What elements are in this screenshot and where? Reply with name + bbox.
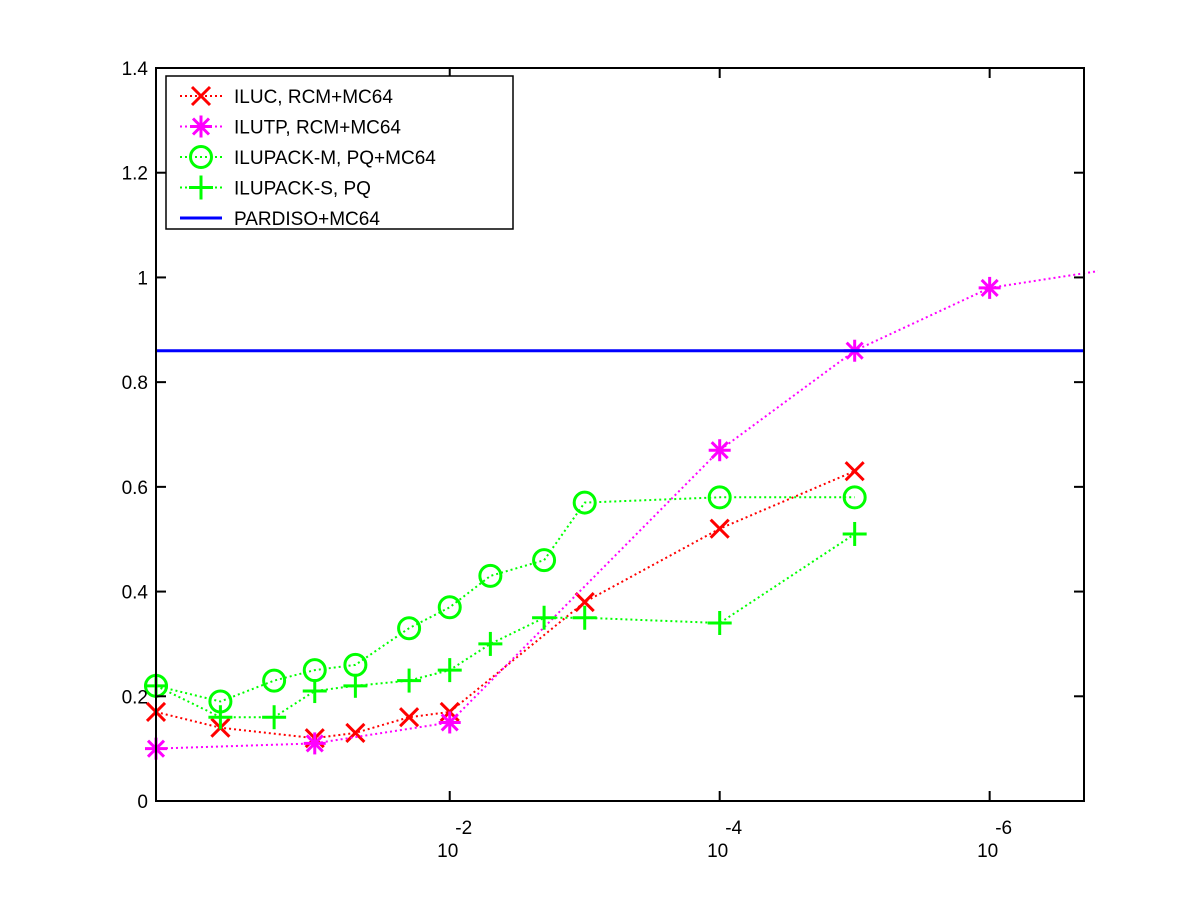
x-tick-label-base-0: 10 bbox=[437, 841, 458, 862]
y-tick-label-4: 0.8 bbox=[122, 373, 148, 394]
series-0-point-3-stroke-b bbox=[345, 722, 366, 743]
axes-frame bbox=[155, 67, 1085, 802]
legend-entry-4-label: PARDISO+MC64 bbox=[234, 209, 380, 230]
series-3-point-3 bbox=[302, 679, 327, 704]
series-2-point-2-ring bbox=[262, 668, 287, 693]
legend-entry-3-marker bbox=[189, 175, 213, 200]
series-1-point-1-stroke-b bbox=[305, 734, 324, 753]
series-2-point-10-ring bbox=[707, 485, 732, 510]
series-2-point-8 bbox=[532, 548, 557, 573]
legend-entry-3: ILUPACK-S, PQ bbox=[180, 175, 371, 200]
legend-entry-1: ILUTP, RCM+MC64 bbox=[180, 115, 401, 139]
y-tick-label-0: 0 bbox=[137, 792, 148, 813]
y-tick-label-5: 1 bbox=[137, 268, 148, 289]
series-0-point-6 bbox=[574, 591, 595, 613]
legend-entry-0: ILUC, RCM+MC64 bbox=[180, 85, 393, 108]
series-2-point-10 bbox=[707, 485, 732, 510]
x-tick-label-exponent-1: -4 bbox=[725, 818, 742, 839]
legend-entry-1-marker bbox=[190, 115, 212, 138]
legend-entry-2: ILUPACK-M, PQ+MC64 bbox=[180, 145, 436, 169]
axes-layer: 00.20.40.60.811.21.410-210-410-6 bbox=[122, 59, 1085, 862]
series-3 bbox=[144, 521, 867, 730]
y-tick-label-6: 1.2 bbox=[122, 164, 148, 185]
legend-entry-0-label: ILUC, RCM+MC64 bbox=[234, 87, 393, 108]
series-3-point-5 bbox=[397, 668, 422, 693]
series-2-point-2 bbox=[262, 668, 287, 693]
series-3-point-1 bbox=[208, 705, 233, 730]
y-tick-label-2: 0.4 bbox=[122, 583, 149, 604]
series-3-point-8 bbox=[532, 605, 557, 630]
legend-entry-2-marker-ring bbox=[189, 145, 213, 169]
series-1-point-5-stroke-b bbox=[980, 278, 999, 297]
series-2-point-11-ring bbox=[842, 485, 867, 510]
legend-entry-0-marker-stroke-b bbox=[190, 85, 212, 107]
series-2-point-6-ring bbox=[437, 595, 462, 620]
series-0-point-7 bbox=[709, 518, 730, 539]
series-3-point-4 bbox=[343, 673, 368, 698]
series-1-point-3-stroke-b bbox=[710, 441, 729, 460]
series-3-point-10 bbox=[707, 610, 732, 635]
series-1-point-1 bbox=[303, 732, 326, 755]
x-tick-label-exponent-2: -6 bbox=[995, 818, 1012, 839]
series-2-point-5-ring bbox=[397, 616, 422, 641]
series-2-point-9-ring bbox=[572, 490, 597, 515]
y-tick-label-7: 1.4 bbox=[122, 59, 149, 80]
legend-entry-0-marker bbox=[190, 85, 212, 107]
series-2-point-8-ring bbox=[532, 548, 557, 573]
series-0-point-8 bbox=[844, 461, 865, 482]
series-1-point-2 bbox=[438, 711, 461, 734]
series-3-point-6 bbox=[437, 658, 462, 683]
x-tick-label-base-1: 10 bbox=[707, 841, 728, 862]
y-tick-label-3: 0.6 bbox=[122, 478, 148, 499]
series-0-point-3 bbox=[345, 722, 366, 743]
series-0-point-6-stroke-b bbox=[574, 591, 595, 613]
series-1-point-5 bbox=[978, 276, 1001, 299]
series-0-point-7-stroke-b bbox=[709, 518, 730, 539]
series-2-point-7-ring bbox=[478, 563, 503, 588]
series-2-point-9 bbox=[572, 490, 597, 515]
series-0-point-4-stroke-b bbox=[399, 707, 420, 728]
series-0-point-4 bbox=[399, 707, 420, 728]
series-3-point-11 bbox=[842, 521, 867, 546]
series-2-point-11 bbox=[842, 485, 867, 510]
series-2-point-7 bbox=[478, 563, 503, 588]
y-tick-label-1: 0.2 bbox=[122, 687, 148, 708]
series-0-line bbox=[155, 470, 856, 740]
x-tick-label-exponent-0: -2 bbox=[455, 818, 472, 839]
legend-entry-2-marker bbox=[189, 145, 213, 169]
series-1-point-3 bbox=[708, 439, 731, 462]
legend-entry-1-label: ILUTP, RCM+MC64 bbox=[234, 118, 401, 139]
series-1-point-2-stroke-b bbox=[440, 713, 459, 732]
series-3-point-7 bbox=[478, 631, 503, 656]
legend: ILUC, RCM+MC64 ILUTP, RCM+MC64 ILUPACK-M, … bbox=[165, 75, 514, 230]
series-0-point-8-stroke-b bbox=[844, 461, 865, 482]
legend-entry-1-marker-stroke-b bbox=[191, 117, 211, 136]
x-tick-label-base-2: 10 bbox=[977, 841, 998, 862]
series-2-point-5 bbox=[397, 616, 422, 641]
legend-box bbox=[165, 75, 514, 230]
legend-entry-3-label: ILUPACK-S, PQ bbox=[234, 179, 371, 200]
legend-entry-2-label: ILUPACK-M, PQ+MC64 bbox=[234, 148, 436, 169]
series-3-point-2 bbox=[262, 705, 287, 730]
series-2-point-6 bbox=[437, 595, 462, 620]
series-3-point-9 bbox=[572, 605, 597, 630]
legend-entry-4: PARDISO+MC64 bbox=[180, 209, 380, 230]
